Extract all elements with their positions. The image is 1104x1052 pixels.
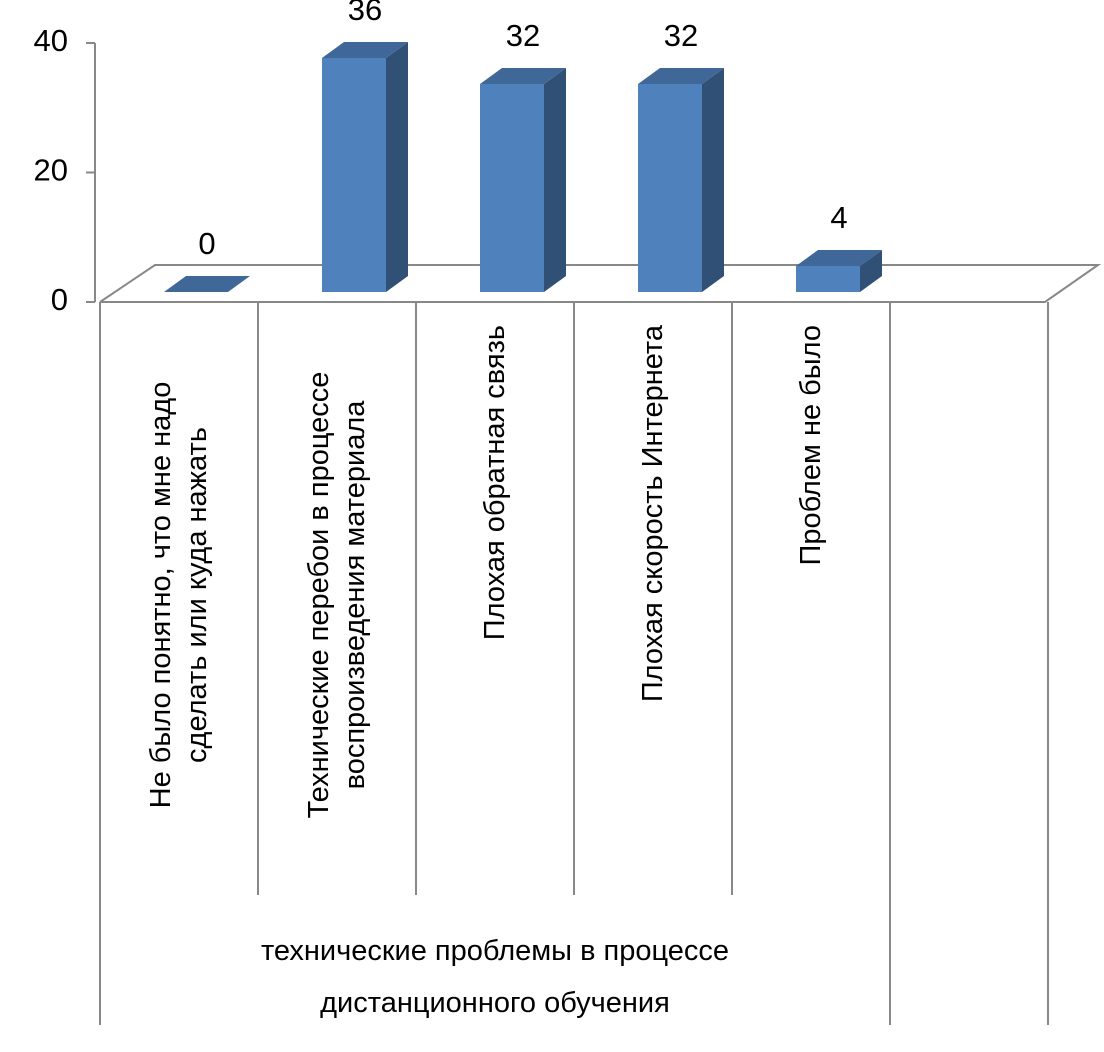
- x-tick-text: Не было понятно, что мне надо сделать ил…: [144, 381, 213, 809]
- bar-front: [480, 84, 544, 292]
- bar-front: [796, 266, 860, 292]
- bar-top: [796, 250, 882, 266]
- x-tick-text: Проблем не было: [794, 325, 827, 566]
- x-tick-text: Плохая обратная связь: [478, 325, 511, 641]
- x-tick-label: Не было понятно, что мне надо сделать ил…: [104, 325, 254, 895]
- bar-side: [386, 42, 408, 292]
- x-tick-text: Плохая скорость Интернета: [636, 325, 669, 703]
- bar-side: [860, 250, 882, 292]
- bar-front: [322, 58, 386, 292]
- y-tick-label: 0: [51, 282, 68, 317]
- value-label: 0: [198, 226, 215, 261]
- bar-top: [638, 68, 724, 84]
- floor: [99, 264, 1102, 303]
- bar-top: [480, 68, 566, 84]
- value-label: 32: [664, 18, 698, 53]
- category-group-label: технические проблемы в процессе дистанци…: [260, 935, 730, 1020]
- x-tick-label: Проблем не было: [736, 325, 886, 895]
- bar-side: [544, 68, 566, 292]
- bar-side: [702, 68, 724, 292]
- x-tick-label: Плохая обратная связь: [420, 325, 570, 895]
- value-label: 36: [348, 0, 382, 27]
- value-label: 32: [506, 18, 540, 53]
- bar-top: [164, 276, 250, 292]
- bar-front: [638, 84, 702, 292]
- value-label: 4: [830, 200, 847, 235]
- bar-top: [322, 42, 408, 58]
- y-tick-label: 20: [34, 153, 68, 188]
- x-tick-label: Плохая скорость Интернета: [578, 325, 728, 895]
- x-tick-label: Технические перебои в процессе воспроизв…: [262, 325, 412, 895]
- x-tick-text: Технические перебои в процессе воспроизв…: [302, 371, 371, 819]
- y-tick-label: 40: [34, 23, 68, 58]
